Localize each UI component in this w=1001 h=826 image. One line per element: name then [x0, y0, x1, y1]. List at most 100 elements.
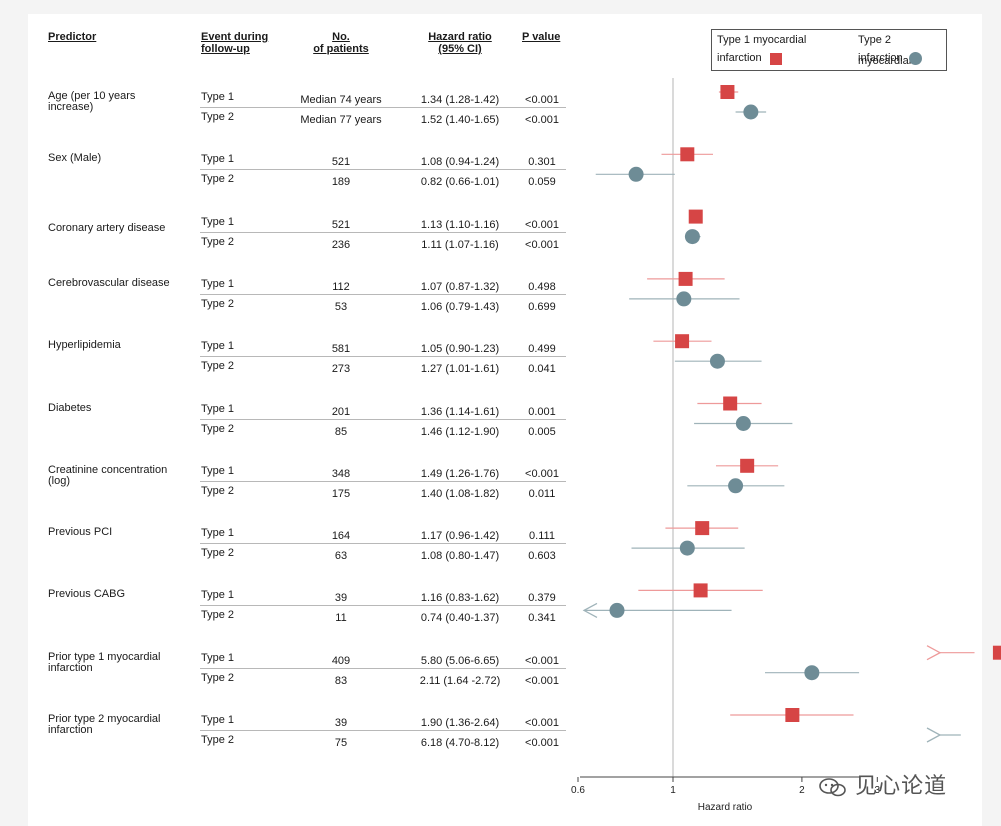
pvalue-cell: 0.011	[528, 487, 556, 500]
point-type1	[678, 271, 693, 286]
event-cell: Type 2	[201, 422, 235, 435]
patients-cell: 53	[334, 300, 348, 313]
patients-cell: 409	[331, 654, 351, 667]
x-tick-label: 2	[799, 785, 805, 796]
row-separator	[200, 107, 566, 108]
point-type2	[735, 416, 751, 431]
predictor-name: Prior type 2 myocardial infarction	[48, 713, 161, 736]
x-tick-label: 3	[875, 785, 881, 796]
pvalue-cell: 0.041	[528, 363, 556, 376]
patients-cell: Median 74 years	[300, 94, 382, 106]
patients-cell: Median 77 years	[300, 114, 382, 126]
pvalue-cell: 0.301	[528, 156, 556, 169]
event-cell: Type 1	[201, 527, 235, 540]
hazard-ratio-cell: 6.18 (4.70-8.12)	[420, 737, 500, 749]
pvalue-cell: 0.379	[528, 592, 556, 605]
point-type2	[728, 478, 744, 494]
hazard-ratio-cell: 2.11 (1.64 -2.72)	[419, 674, 501, 687]
hazard-ratio-cell: 1.13 (1.10-1.16)	[420, 218, 500, 231]
pvalue-cell: <0.001	[525, 218, 559, 231]
header-patients-line2: of patients	[313, 43, 369, 55]
header-hazard-ratio: Hazard ratio (95% CI)	[410, 31, 510, 55]
pvalue-cell: <0.001	[525, 467, 559, 480]
hazard-ratio-cell: 1.17 (0.96-1.42)	[420, 530, 500, 543]
patients-cell: 164	[331, 530, 351, 543]
patients-cell: 39	[334, 717, 348, 729]
point-type1	[680, 147, 695, 162]
event-cell: Type 2	[201, 235, 235, 248]
patients-cell: 348	[331, 467, 351, 480]
point-type1	[785, 708, 800, 722]
patients-cell: 521	[331, 218, 351, 231]
header-event-line2: follow-up	[201, 43, 250, 55]
predictor-name: Age (per 10 years increase)	[48, 90, 136, 113]
pvalue-cell: 0.498	[528, 280, 556, 293]
event-cell: Type 1	[201, 589, 235, 602]
wechat-logo-icon	[819, 778, 846, 797]
point-type2	[609, 602, 625, 618]
predictor-name: Previous CABG	[48, 588, 126, 601]
event-cell: Type 2	[201, 360, 235, 373]
pvalue-cell: 0.699	[528, 300, 556, 313]
pvalue-cell: 0.005	[528, 425, 556, 438]
ci-arrow-left	[582, 602, 598, 618]
point-type1	[740, 458, 755, 473]
row-separator	[200, 231, 566, 233]
event-cell: Type 1	[201, 651, 235, 664]
event-cell: Type 1	[201, 215, 235, 228]
row-separator	[200, 480, 566, 482]
point-type1	[992, 645, 1001, 660]
patients-cell: 83	[334, 674, 348, 687]
event-cell: Type 2	[201, 111, 235, 123]
pvalue-cell: <0.001	[525, 717, 559, 729]
hazard-ratio-cell: 0.82 (0.66-1.01)	[420, 176, 500, 189]
row-separator	[200, 293, 566, 295]
hazard-ratio-cell: 1.06 (0.79-1.43)	[420, 300, 500, 313]
pvalue-cell: 0.001	[528, 405, 556, 418]
hazard-ratio-cell: 1.07 (0.87-1.32)	[420, 280, 500, 293]
ci-arrow-right	[926, 727, 942, 743]
hazard-ratio-cell: 1.90 (1.36-2.64)	[420, 717, 500, 729]
event-cell: Type 2	[201, 547, 235, 560]
predictor-name: Diabetes	[48, 401, 92, 414]
legend-type2-line2: infarction	[858, 52, 903, 64]
header-pvalue: P value	[522, 31, 561, 43]
patients-cell: 75	[334, 737, 348, 749]
point-type1	[720, 85, 735, 99]
point-type2	[804, 665, 820, 681]
hazard-ratio-cell: 5.80 (5.06-6.65)	[420, 654, 500, 667]
hazard-ratio-cell: 1.46 (1.12-1.90)	[420, 425, 500, 438]
x-tick-label: 0.6	[571, 785, 585, 796]
pvalue-cell: 0.059	[528, 176, 556, 189]
pvalue-cell: 0.341	[528, 612, 556, 625]
predictor-name: Sex (Male)	[48, 152, 102, 165]
row-separator	[200, 605, 566, 607]
point-type2	[628, 166, 644, 182]
patients-cell: 521	[331, 156, 351, 169]
pvalue-cell: 0.603	[528, 550, 556, 563]
pvalue-cell: 0.111	[529, 530, 555, 543]
legend-type1-square-icon	[770, 53, 782, 65]
legend: Type 1 myocardial infarction Type 2 myoc…	[711, 29, 947, 71]
hazard-ratio-cell: 1.49 (1.26-1.76)	[420, 467, 500, 480]
predictor-name: Prior type 1 myocardial infarction	[48, 650, 161, 674]
patients-cell: 63	[334, 550, 348, 563]
point-type2	[709, 353, 725, 369]
x-tick-label: 1	[670, 785, 676, 796]
row-separator	[200, 543, 566, 545]
hazard-ratio-cell: 1.08 (0.94-1.24)	[420, 156, 500, 169]
row-separator	[200, 169, 566, 171]
header-predictor: Predictor	[48, 31, 97, 43]
patients-cell: 112	[332, 280, 350, 293]
pvalue-cell: <0.001	[525, 674, 559, 687]
event-cell: Type 2	[201, 297, 235, 310]
predictor-name: Creatinine concentration (log)	[48, 463, 168, 487]
figure-card	[28, 14, 982, 826]
row-separator	[200, 667, 566, 669]
patients-cell: 11	[335, 612, 347, 625]
point-type2	[676, 291, 692, 307]
legend-type1-line2: infarction	[717, 52, 762, 64]
hazard-ratio-cell: 1.05 (0.90-1.23)	[420, 343, 500, 356]
event-cell: Type 1	[201, 402, 235, 415]
pvalue-cell: <0.001	[525, 737, 559, 749]
